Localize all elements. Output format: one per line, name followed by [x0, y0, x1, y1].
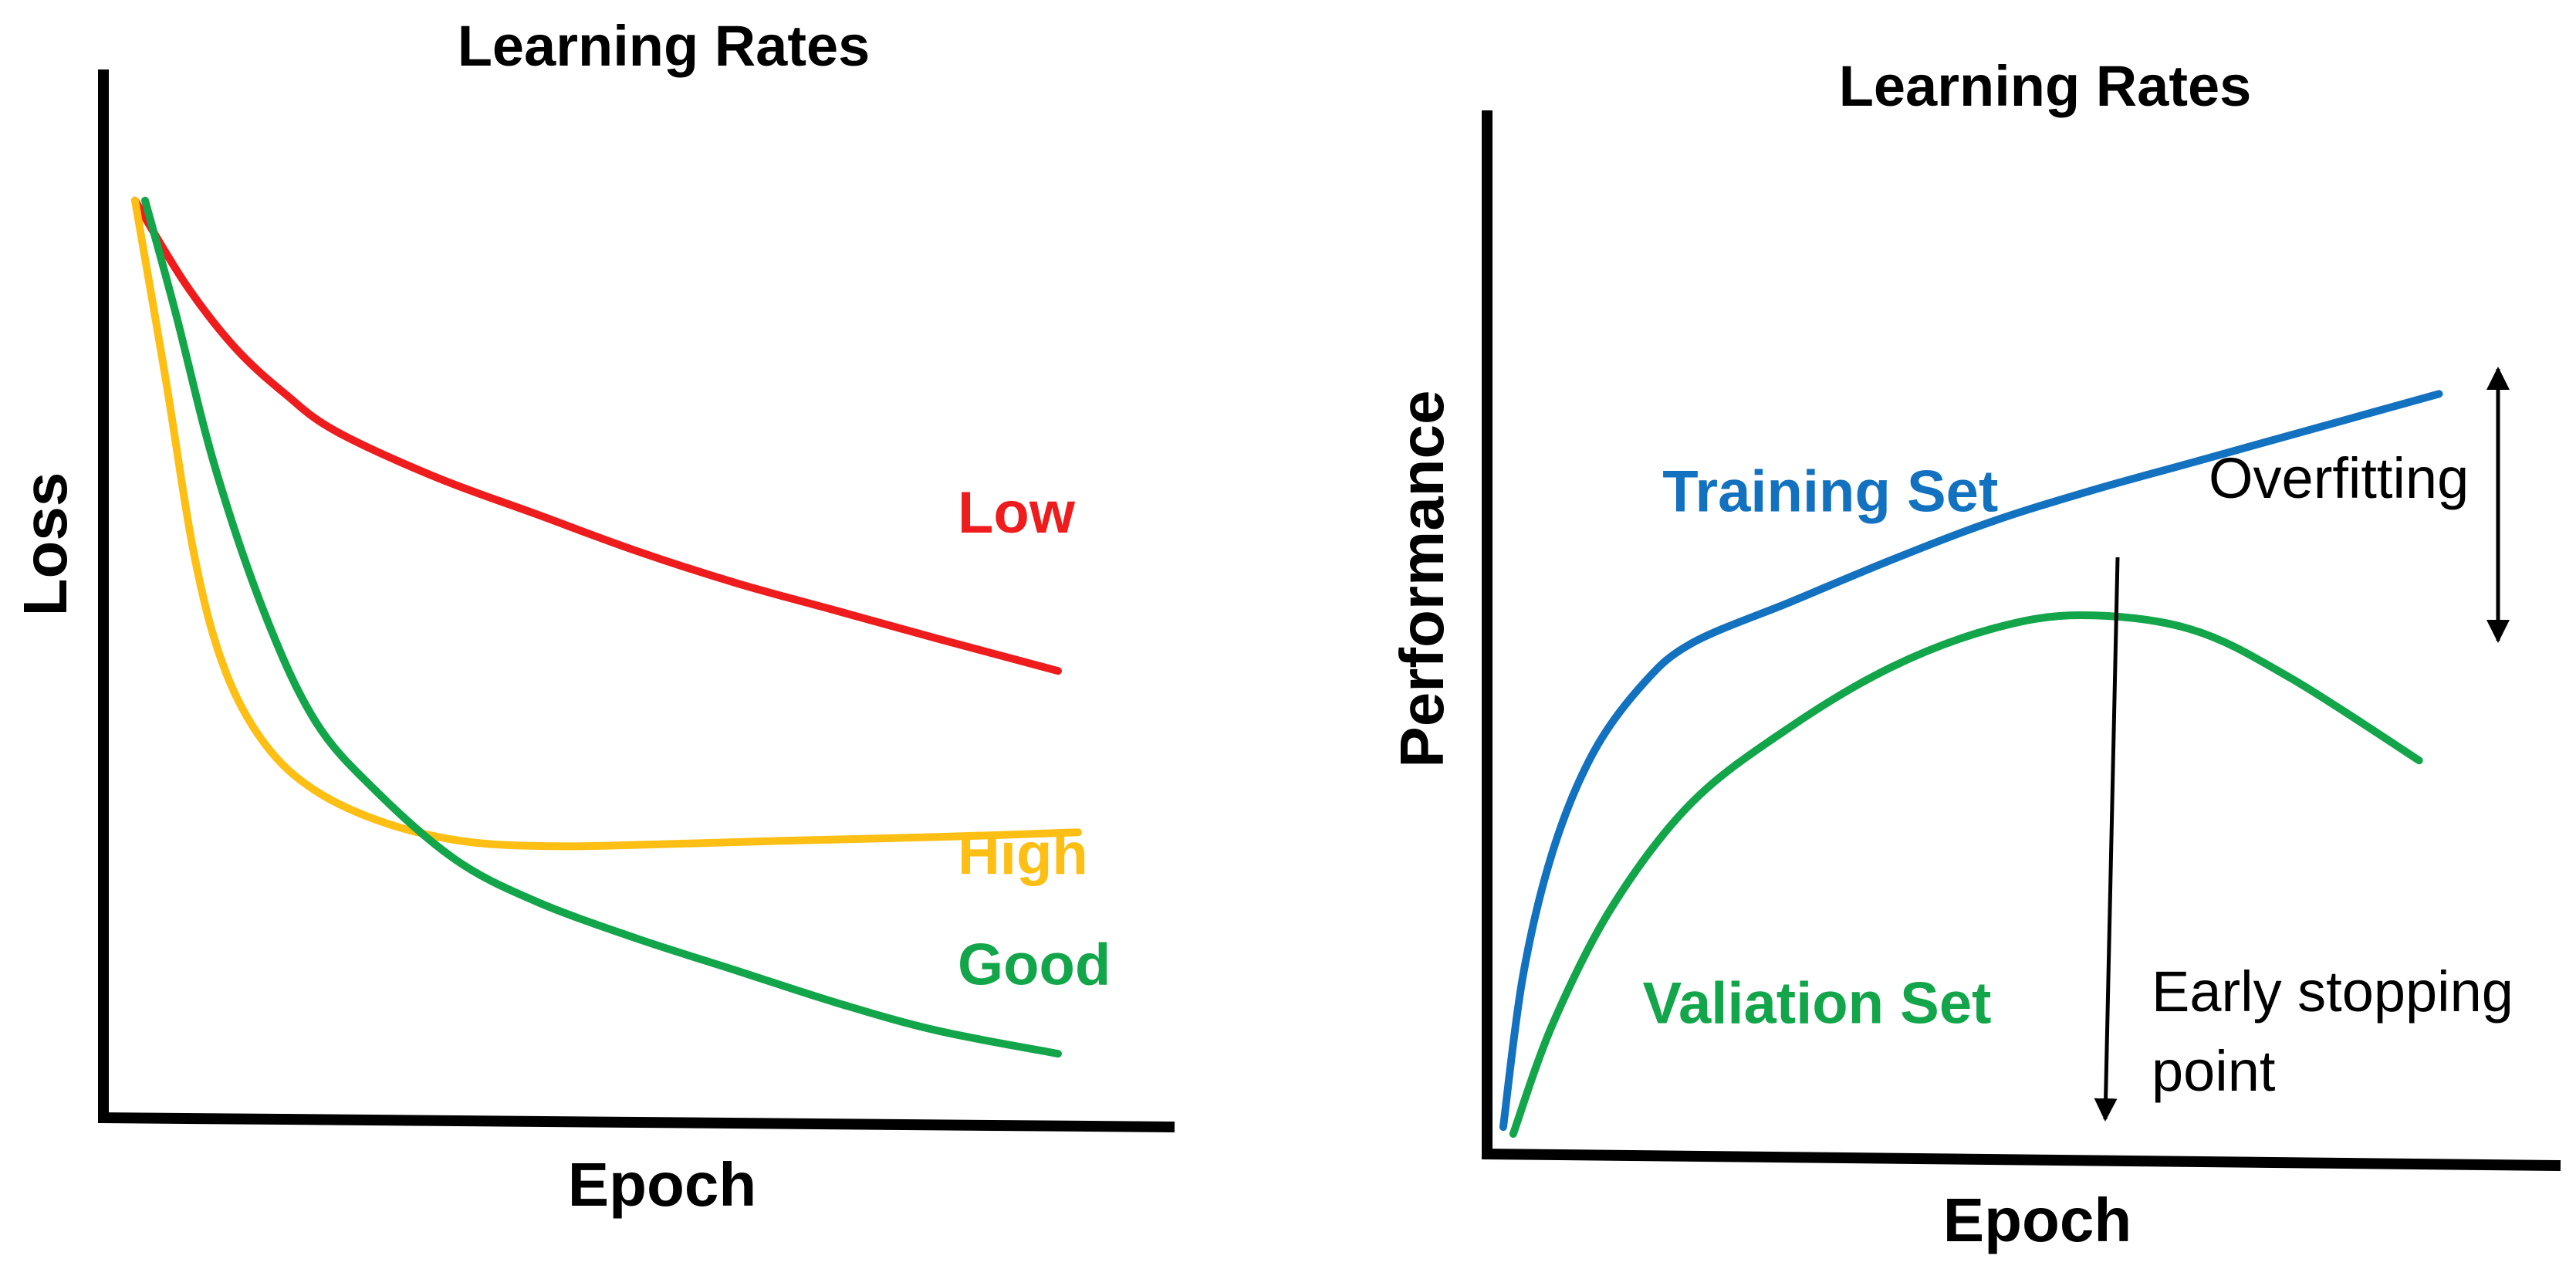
- performance-label-valiation-set: Valiation Set: [1643, 971, 1992, 1037]
- performance-x-axis-label: Epoch: [1943, 1186, 2131, 1254]
- performance-series-group: [1499, 390, 2443, 1138]
- performance-x-axis: [1483, 1149, 2561, 1171]
- performance-y-axis-label: Performance: [1388, 390, 1456, 767]
- loss-series-good-line: [141, 196, 1062, 1058]
- loss-x-axis: [100, 1112, 1175, 1132]
- early-stopping-label-line2: point: [2152, 1039, 2276, 1103]
- performance-chart-title: Learning Rates: [1839, 54, 2252, 118]
- performance-chart: Learning Rates Epoch Performance Trainin…: [1388, 54, 2561, 1254]
- loss-labels-group: Low High Good: [958, 480, 1111, 998]
- loss-label-low: Low: [958, 480, 1076, 546]
- loss-label-high: High: [958, 821, 1088, 887]
- loss-series-high-line: [131, 196, 1082, 851]
- loss-x-axis-label: Epoch: [568, 1150, 756, 1219]
- loss-y-axis-label: Loss: [11, 472, 79, 617]
- loss-chart-title: Learning Rates: [458, 14, 870, 78]
- loss-series-group: [131, 196, 1082, 1058]
- performance-labels-group: Training Set Valiation Set: [1643, 459, 1999, 1037]
- loss-series-low-line: [131, 196, 1062, 675]
- performance-series-training-set-line: [1499, 390, 2443, 1132]
- early-stopping-arrow: [2094, 557, 2120, 1122]
- loss-label-good: Good: [958, 932, 1111, 998]
- performance-series-valiation-set-line: [1509, 611, 2423, 1138]
- overfitting-label: Overfitting: [2209, 446, 2469, 510]
- performance-label-training-set: Training Set: [1662, 459, 1998, 525]
- early-stopping-label-line1: Early stopping: [2152, 959, 2513, 1024]
- loss-chart: Learning Rates Epoch Loss Low High Good: [11, 14, 1175, 1219]
